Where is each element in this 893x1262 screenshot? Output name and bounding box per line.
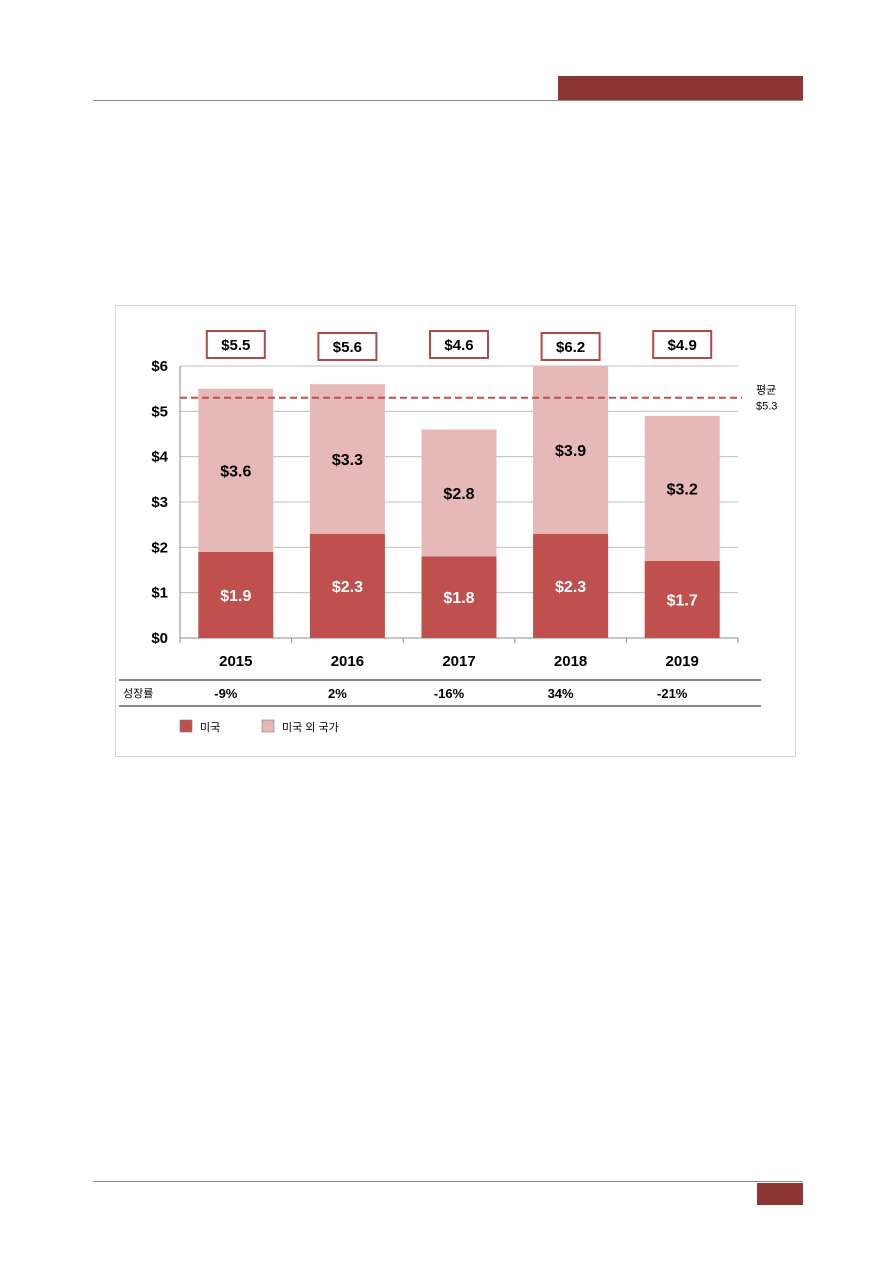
growth-row: 성장률 -9% 2% -16% 34% -21% (119, 679, 761, 707)
bar-value-label: $1.9 (220, 588, 251, 605)
y-tick-label: $5 (151, 403, 168, 420)
stacked-bar-chart: $0$1$2$3$4$5$6 $1.9$3.6$2.3$3.3$1.8$2.8$… (119, 330, 777, 734)
x-tick-label: 2018 (554, 653, 587, 670)
bar-value-label: $3.2 (667, 481, 698, 498)
bar-segment (198, 388, 274, 552)
bar-segment (309, 384, 385, 534)
bar-value-label: $3.6 (220, 463, 251, 480)
x-tick-label: 2017 (442, 653, 475, 670)
footer-page-tab (757, 1183, 803, 1205)
growth-row-label: 성장률 (123, 687, 153, 700)
y-tick-label: $0 (151, 630, 168, 647)
bar-segment (644, 415, 720, 561)
growth-value: -9% (214, 686, 238, 701)
x-tick-label: 2016 (331, 653, 364, 670)
bar-value-label: $2.8 (443, 486, 474, 503)
total-label: $4.6 (444, 337, 473, 354)
y-tick-label: $1 (151, 585, 168, 602)
x-axis: 2015 2016 2017 2018 2019 (219, 653, 699, 670)
bar-value-label: $1.8 (443, 590, 474, 607)
bar-value-label: $2.3 (332, 579, 363, 596)
x-tick-label: 2015 (219, 653, 252, 670)
total-labels: $5.5 $5.6 $4.6 $6.2 $4.9 (205, 330, 713, 361)
average-layer: 평균 $5.3 (180, 384, 777, 413)
bar-segment (644, 560, 720, 638)
bar-segment (309, 533, 385, 638)
average-value: $5.3 (756, 401, 777, 413)
bar-segment (533, 533, 609, 638)
legend-swatch (179, 719, 193, 733)
bar-value-label: $1.7 (667, 592, 698, 609)
total-box (317, 332, 378, 361)
y-tick-label: $3 (151, 494, 168, 511)
average-label: 평균 (756, 384, 776, 397)
growth-value: 34% (548, 686, 574, 701)
y-tick-label: $6 (151, 358, 168, 375)
growth-value: -16% (434, 686, 465, 701)
bar-layer: $1.9 $3.6 $2.3 $3.3 $1.8 $2.8 $2.3 $3.9 $1.7 $3.2 (198, 366, 720, 638)
legend-label: 미국 외 국가 (282, 721, 339, 734)
total-box (429, 330, 489, 359)
header-rule (93, 100, 803, 101)
y-tick-label: $2 (151, 539, 168, 556)
bar-value-label: $2.3 (555, 579, 586, 596)
legend-swatch (261, 719, 275, 733)
total-box (652, 330, 713, 359)
legend: 미국 미국 외 국가 (179, 719, 339, 734)
x-tick-label: 2019 (666, 653, 699, 670)
bar-segment (421, 429, 497, 557)
total-label: $6.2 (556, 339, 585, 356)
total-label: $4.9 (668, 337, 697, 354)
y-tick-label: $4 (151, 449, 168, 466)
legend-label: 미국 (200, 721, 220, 734)
growth-value: 2% (328, 686, 347, 701)
total-label: $5.5 (221, 337, 250, 354)
total-box (540, 332, 601, 361)
footer-rule (93, 1181, 803, 1182)
total-box (205, 330, 266, 359)
bar-segment (198, 551, 274, 638)
chart-container: $0 $1 $2 $3 $4 $5 $6 $1.9 $3.6 $2.3 $3.3 $1.8 $2.8 $… (115, 305, 796, 757)
bar-segment (421, 556, 497, 638)
growth-value: -21% (657, 686, 688, 701)
bar-segment (533, 366, 609, 534)
bar-value-label: $3.3 (332, 452, 363, 469)
total-label: $5.6 (333, 339, 362, 356)
header-accent-bar (558, 76, 803, 100)
bar-value-label: $3.9 (555, 443, 586, 460)
